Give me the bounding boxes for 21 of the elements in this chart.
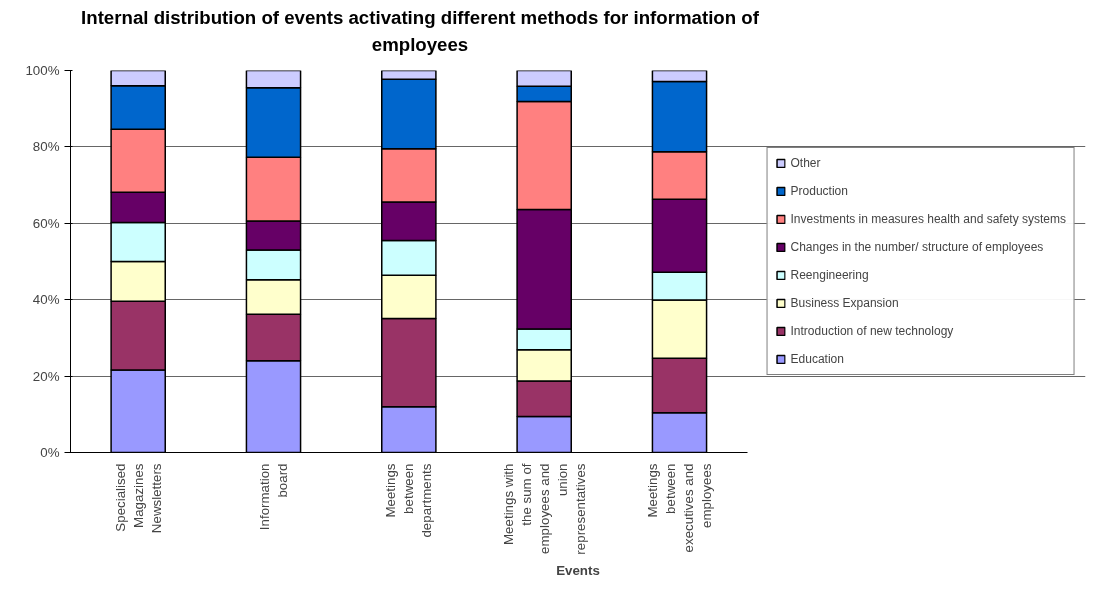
y-tick-label: 80% xyxy=(32,139,60,155)
y-tick-label: 100% xyxy=(25,63,60,78)
x-tick-label: Information board xyxy=(257,463,290,531)
legend-label: Introduction of new technology xyxy=(790,324,954,338)
legend-label: Production xyxy=(790,184,848,198)
legend-label: Education xyxy=(790,352,844,366)
x-tick-label: Meetings with the sum of employees and union representatives xyxy=(500,463,588,555)
legend-label: Changes in the number/ structure of employees xyxy=(790,240,1044,254)
y-tick-label: 60% xyxy=(32,215,60,231)
x-axis-title: Events xyxy=(556,562,600,578)
legend-label: Other xyxy=(790,156,821,170)
y-tick-label: 40% xyxy=(32,292,60,308)
x-tick-label: Meetings between departments xyxy=(383,463,435,538)
x-tick-label: Specialised Magazines Newsletters xyxy=(112,463,164,534)
y-tick-label: 0% xyxy=(40,445,60,460)
x-tick-label: Meetings between executives and employees xyxy=(645,463,714,553)
chart-title: Internal distribution of events activating different methods for information of employees xyxy=(80,6,760,57)
legend-label: Reengineering xyxy=(790,268,869,282)
y-tick-label: 20% xyxy=(32,368,60,384)
legend-label: Business Expansion xyxy=(790,296,899,310)
legend-label: Investments in measures health and safety systems xyxy=(790,212,1066,226)
